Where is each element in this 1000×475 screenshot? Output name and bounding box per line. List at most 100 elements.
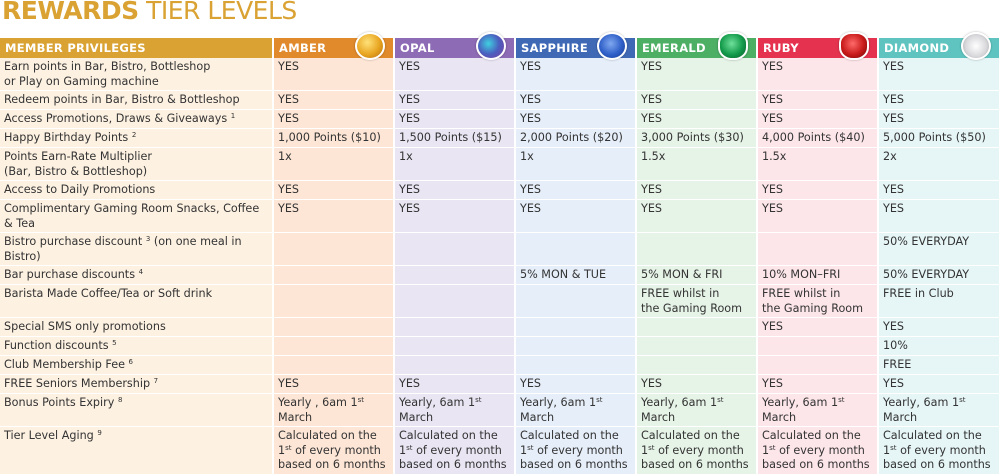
cell-text: 50% EVERYDAY — [883, 268, 970, 281]
cell-text: Barista Made Coffee/Tea or Soft drink — [4, 287, 213, 300]
tier-value-opal: YES — [394, 180, 516, 200]
emerald-gem-icon — [718, 32, 748, 60]
cell-text: YES — [641, 60, 663, 73]
tier-value-amber: YES — [273, 180, 395, 200]
cell-text-cont: March — [399, 410, 434, 424]
privilege-label: Bistro purchase discount 3 (on one meal … — [0, 232, 274, 266]
cell-text: 1.5x — [641, 150, 666, 163]
table-row: Happy Birthday Points 2 1,000 Points ($10… — [0, 128, 1000, 148]
cell-text: YES — [399, 93, 421, 106]
privilege-label: Club Membership Fee 6 — [0, 355, 274, 375]
tier-value-diamond: YES — [878, 374, 1000, 394]
cell-text: Yearly, 6am 1 — [762, 396, 839, 409]
tier-value-sapphire: 1x — [515, 147, 637, 181]
header-tier-sapphire: SAPPHIRE — [515, 32, 637, 60]
tier-value-amber: YES — [273, 109, 395, 129]
tier-value-ruby — [757, 355, 879, 375]
cell-text-cont: of every month based on 6 months — [520, 443, 628, 472]
tier-value-sapphire — [515, 232, 637, 266]
tier-name: OPAL — [400, 41, 435, 55]
tier-value-emerald: 5% MON & FRI — [636, 265, 758, 285]
cell-text: YES — [278, 377, 300, 390]
cell-text: 2x — [883, 150, 897, 163]
tier-value-opal — [394, 317, 516, 337]
header-tier-ruby: RUBY — [757, 32, 879, 60]
table-row: Bistro purchase discount 3 (on one meal … — [0, 232, 1000, 266]
tier-value-opal — [394, 336, 516, 356]
header-row: MEMBER PRIVILEGES AMBER OPAL SAPPHIRE EMERA… — [0, 32, 1000, 60]
cell-text: 2,000 Points ($20) — [520, 131, 623, 144]
cell-text: YES — [278, 93, 300, 106]
privilege-label: Bar purchase discounts 4 — [0, 265, 274, 285]
tier-value-sapphire — [515, 284, 637, 318]
table-row: Complimentary Gaming Room Snacks, Coffee… — [0, 199, 1000, 233]
cell-text: YES — [520, 112, 542, 125]
superscript: st — [357, 396, 365, 404]
amber-gem-icon — [355, 32, 385, 60]
table-row: Tier Level Aging 9 Calculated on the 1st … — [0, 426, 1000, 475]
table-row: Bar purchase discounts 4 5% MON & TUE 5% M… — [0, 265, 1000, 285]
privilege-label: Special SMS only promotions — [0, 317, 274, 337]
cell-text: Bonus Points Expiry — [4, 396, 118, 409]
cell-text: YES — [520, 183, 542, 196]
tier-value-opal — [394, 265, 516, 285]
cell-text: YES — [641, 377, 663, 390]
sapphire-gem-icon — [597, 32, 627, 60]
privilege-label: Happy Birthday Points 2 — [0, 128, 274, 148]
tier-value-sapphire: 2,000 Points ($20) — [515, 128, 637, 148]
cell-text: YES — [641, 93, 663, 106]
tier-value-ruby: YES — [757, 109, 879, 129]
tier-value-opal — [394, 355, 516, 375]
tier-value-emerald — [636, 355, 758, 375]
cell-text: FREE Seniors Membership — [4, 377, 154, 390]
cell-text: YES — [278, 202, 300, 215]
tier-value-emerald: YES — [636, 180, 758, 200]
cell-text: YES — [278, 60, 300, 73]
superscript: 3 — [145, 235, 151, 243]
header-tier-amber: AMBER — [273, 32, 395, 60]
superscript: 7 — [153, 377, 159, 385]
cell-text: YES — [883, 93, 905, 106]
tier-value-ruby: 4,000 Points ($40) — [757, 128, 879, 148]
tier-value-amber — [273, 336, 395, 356]
cell-text: 1,000 Points ($10) — [278, 131, 381, 144]
tier-value-opal — [394, 284, 516, 318]
tier-value-ruby: YES — [757, 317, 879, 337]
cell-text: 5% MON & FRI — [641, 268, 723, 281]
cell-text: Earn points in Bar, Bistro, Bottleshop o… — [4, 60, 211, 88]
tier-value-diamond: 5,000 Points ($50) — [878, 128, 1000, 148]
cell-text: YES — [762, 377, 784, 390]
cell-text: 1x — [399, 150, 413, 163]
privilege-label: Barista Made Coffee/Tea or Soft drink — [0, 284, 274, 318]
cell-text: Bar purchase discounts — [4, 268, 139, 281]
cell-text-cont: (on one meal in Bistro) — [4, 235, 242, 263]
tier-value-ruby: 1.5x — [757, 147, 879, 181]
superscript: st — [596, 396, 603, 404]
tier-value-diamond: FREE — [878, 355, 1000, 375]
superscript: st — [838, 396, 845, 404]
tier-value-diamond: 2x — [878, 147, 1000, 181]
table-row: FREE Seniors Membership 7 YES YES YES YES YES… — [0, 374, 1000, 394]
privilege-label: Bonus Points Expiry 8 — [0, 393, 274, 427]
cell-text: YES — [641, 112, 663, 125]
cell-text: FREE in Club — [883, 287, 954, 300]
table-row: Access Promotions, Draws & Giveaways 1 YE… — [0, 109, 1000, 129]
privilege-label: FREE Seniors Membership 7 — [0, 374, 274, 394]
cell-text: Yearly , 6am 1 — [278, 396, 358, 409]
cell-text: Access Promotions, Draws & Giveaways — [4, 112, 231, 125]
tier-value-diamond: Calculated on the 1st of every month bas… — [878, 426, 1000, 475]
tier-value-emerald: FREE whilst in the Gaming Room — [636, 284, 758, 318]
table-row: Access to Daily Promotions YES YES YES YES YE… — [0, 180, 1000, 200]
cell-text: Complimentary Gaming Room Snacks, Coffee… — [4, 202, 260, 230]
tier-value-emerald: YES — [636, 109, 758, 129]
table-row: Redeem points in Bar, Bistro & Bottlesho… — [0, 90, 1000, 110]
tier-value-sapphire: YES — [515, 90, 637, 110]
cell-text: YES — [641, 183, 663, 196]
cell-text: 1.5x — [762, 150, 787, 163]
cell-text: YES — [762, 202, 784, 215]
tier-value-opal: YES — [394, 90, 516, 110]
tier-value-emerald: 3,000 Points ($30) — [636, 128, 758, 148]
cell-text: YES — [883, 183, 905, 196]
tier-value-sapphire: Calculated on the 1st of every month bas… — [515, 426, 637, 475]
cell-text: 1x — [520, 150, 534, 163]
